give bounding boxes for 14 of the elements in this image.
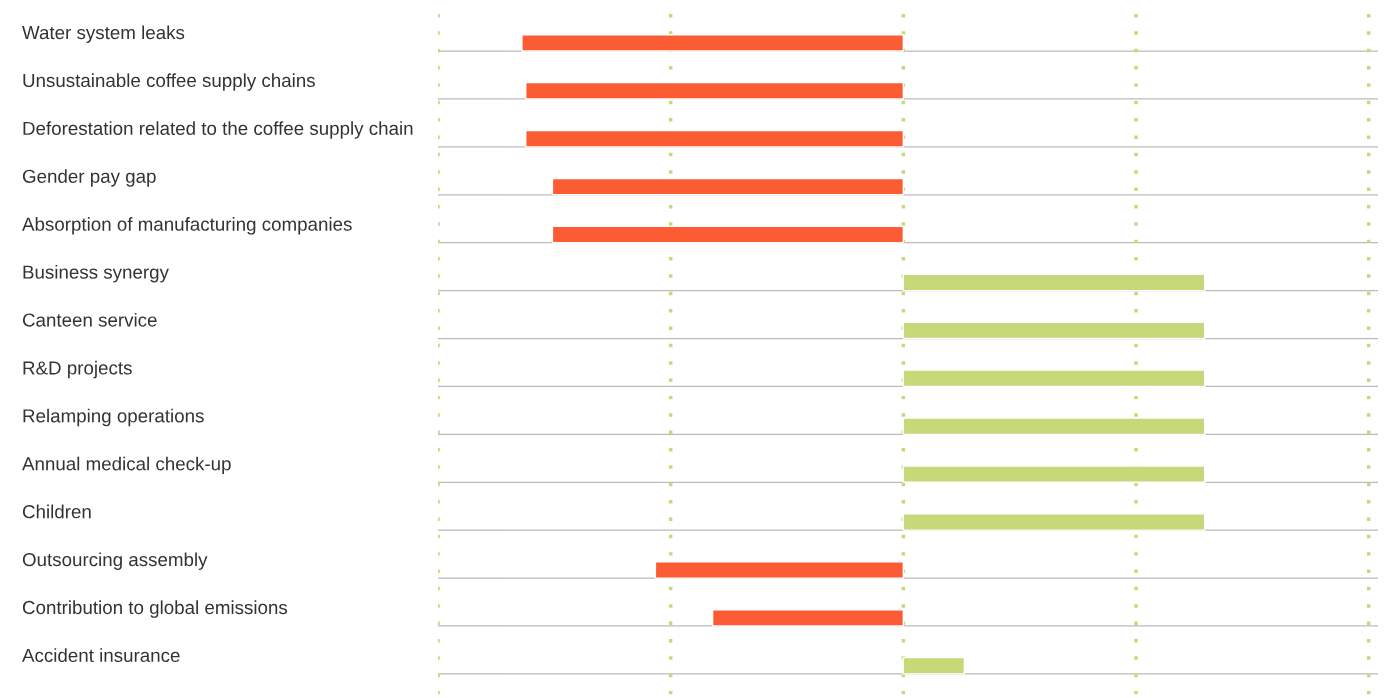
y-tick-label: Outsourcing assembly (22, 552, 208, 570)
y-tick-label: Accident insurance (22, 648, 180, 663)
y-tick-label: R&D projects (23, 360, 132, 379)
y-tick-label: Unsustainable coffee supply chains (23, 73, 315, 91)
y-tick-label: Business synergy (23, 264, 169, 283)
y-tick-label: Deforestation related to the coffee supply chain (23, 121, 413, 139)
y-tick-label: Annual medical check-up (22, 456, 231, 475)
y-tick-label: Contribution to global emissions (22, 600, 288, 618)
y-tick-label: Relamping operations (23, 408, 204, 427)
y-tick-label: Water system leaks (22, 25, 185, 43)
y-tick-label: Canteen service (22, 312, 157, 327)
y-tick-label: Gender pay gap (22, 169, 156, 187)
y-tick-label: Children (22, 504, 91, 519)
y-tick-label: Absorption of manufacturing companies (22, 217, 352, 235)
